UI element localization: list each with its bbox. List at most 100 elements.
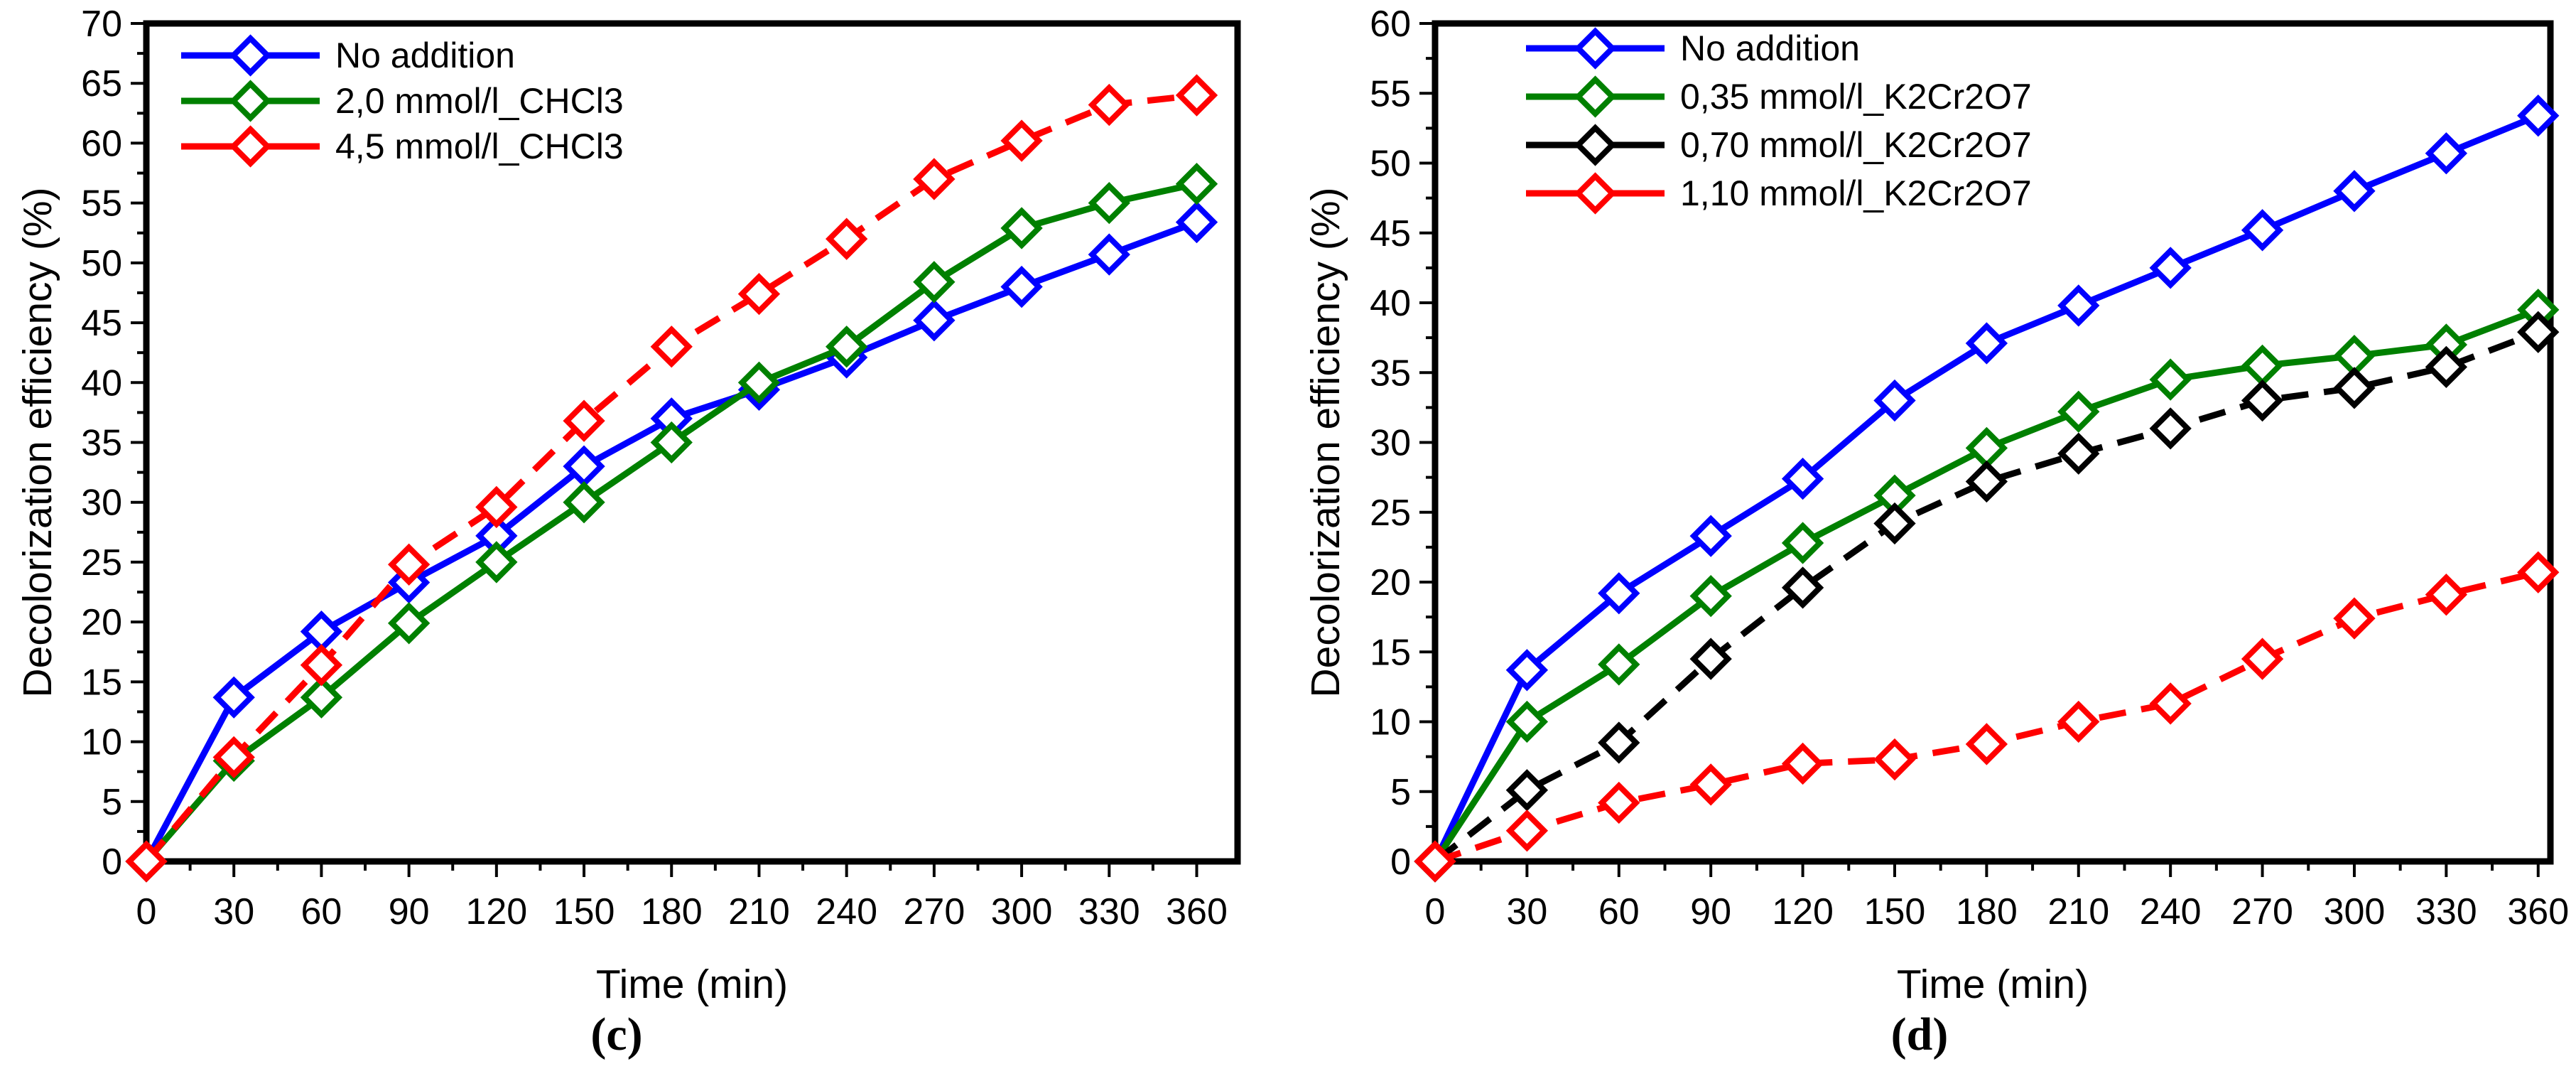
y-tick-label: 60 (1370, 4, 1411, 45)
data-point-marker (1505, 700, 1549, 743)
x-tick-label: 150 (1864, 891, 1926, 932)
series-line-3 (144, 92, 1197, 864)
y-tick-label: 60 (81, 123, 122, 164)
data-point-marker (475, 541, 518, 584)
y-tick-label: 25 (81, 542, 122, 584)
data-point-marker (1000, 119, 1043, 162)
legend: No addition 2,0 mmol/l_CHCl3 4,5 mmol/l_CH… (181, 34, 624, 168)
y-axis-title: Decolorization efficiency (%) (1303, 187, 1348, 697)
data-point-marker (1965, 460, 2008, 503)
panel-d: 0 30 60 90 120 150 180 210 240 270 300 330 360 0 5 10 15… (1288, 0, 2576, 1086)
x-tick-label: 150 (553, 891, 615, 932)
data-point-marker (1873, 379, 1916, 422)
data-point-marker (1873, 738, 1916, 781)
data-point-marker (1505, 810, 1549, 852)
data-point-marker (1088, 181, 1130, 225)
y-tick-label: 65 (81, 63, 122, 104)
legend-item: 2,0 mmol/l_CHCl3 (181, 80, 624, 122)
y-tick-label: 40 (81, 362, 122, 404)
x-tick-label: 120 (465, 891, 527, 932)
series-3 (125, 74, 1218, 883)
series-line-2 (1432, 306, 2540, 864)
data-point-marker (387, 543, 431, 586)
data-point-marker (1873, 502, 1916, 545)
y-tick-label: 20 (1370, 562, 1411, 603)
data-point-marker (212, 736, 255, 779)
data-point-marker (1000, 207, 1043, 249)
data-point-marker (1689, 574, 1732, 618)
data-point-marker (1781, 742, 1824, 785)
data-point-marker (2517, 311, 2560, 353)
data-point-marker (1505, 769, 1549, 812)
legend-item: No addition (1526, 27, 1860, 70)
data-point-marker (1781, 457, 1824, 500)
y-tick-label: 35 (1370, 353, 1411, 394)
legend-item: 0,35 mmol/l_K2Cr2O7 (1526, 75, 2032, 118)
data-point-marker (2425, 345, 2468, 389)
x-tick-label: 300 (2324, 891, 2386, 932)
series-line-4 (1434, 569, 2539, 865)
x-tick-label: 180 (641, 891, 703, 932)
x-tick-label: 90 (389, 891, 430, 932)
x-tick-label: 30 (213, 891, 254, 932)
data-point-marker (1088, 233, 1130, 276)
series-line-3 (1433, 329, 2540, 864)
data-point-marker (2241, 344, 2284, 387)
y-tick-label: 15 (1370, 632, 1411, 673)
x-tick-label: 360 (2507, 891, 2569, 932)
data-point-marker (563, 481, 605, 524)
data-point-marker (1689, 515, 1732, 557)
data-point-marker (1689, 638, 1732, 680)
x-tick-label: 30 (1506, 891, 1547, 932)
data-point-marker (2057, 700, 2100, 743)
legend-marker-icon (1574, 124, 1617, 166)
y-tick-label: 25 (1370, 493, 1411, 534)
data-point-marker (2333, 170, 2376, 213)
x-tick-label: 330 (1078, 891, 1140, 932)
data-point-marker (1414, 840, 1456, 883)
data-point-marker (2333, 367, 2376, 409)
data-point-marker (300, 676, 343, 719)
y-tick-label: 55 (81, 183, 122, 225)
legend-marker-icon (1574, 172, 1617, 215)
data-point-marker (563, 399, 605, 442)
data-point-marker (826, 326, 868, 368)
data-point-marker (737, 361, 781, 404)
x-tick-label: 330 (2415, 891, 2477, 932)
y-tick-label: 10 (1370, 702, 1411, 743)
data-point-marker (2517, 95, 2560, 137)
data-point-marker (1965, 723, 2008, 765)
data-point-marker (2517, 551, 2560, 593)
legend-label: 0,70 mmol/l_K2Cr2O7 (1680, 125, 2032, 165)
series-3 (1414, 311, 2560, 883)
data-point-marker (212, 676, 255, 719)
x-tick-label: 0 (1425, 891, 1446, 932)
panel-c: 0 30 60 90 120 150 180 210 240 270 300 330 360 0 5 10 15… (15, 4, 1241, 1007)
legend-item: 1,10 mmol/l_K2Cr2O7 (1526, 172, 2032, 215)
data-point-marker (2149, 682, 2192, 725)
data-point-marker (913, 299, 956, 342)
data-point-marker (475, 485, 518, 529)
y-tick-label: 30 (81, 483, 122, 524)
data-point-marker (1598, 721, 1640, 764)
panel-caption-d: (d) (1890, 1009, 1949, 1060)
data-point-marker (1000, 265, 1043, 308)
data-point-marker (826, 217, 868, 260)
data-point-marker (387, 602, 431, 645)
y-tick-label: 45 (81, 303, 122, 344)
series-1 (125, 200, 1218, 883)
y-tick-label: 35 (81, 423, 122, 464)
legend-marker-icon (229, 125, 272, 168)
data-point-marker (2057, 432, 2100, 475)
legend-item: No addition (181, 34, 515, 77)
y-tick-label: 70 (81, 4, 122, 45)
data-point-marker (2241, 379, 2284, 422)
x-tick-label: 60 (301, 891, 342, 932)
legend-marker-icon (1574, 27, 1617, 70)
y-tick-label: 0 (1390, 842, 1411, 883)
y-tick-label: 5 (102, 782, 122, 823)
x-tick-label: 0 (136, 891, 157, 932)
x-tick-label: 270 (903, 891, 965, 932)
x-axis-title: Time (min) (596, 962, 788, 1007)
data-point-marker (2241, 638, 2284, 680)
